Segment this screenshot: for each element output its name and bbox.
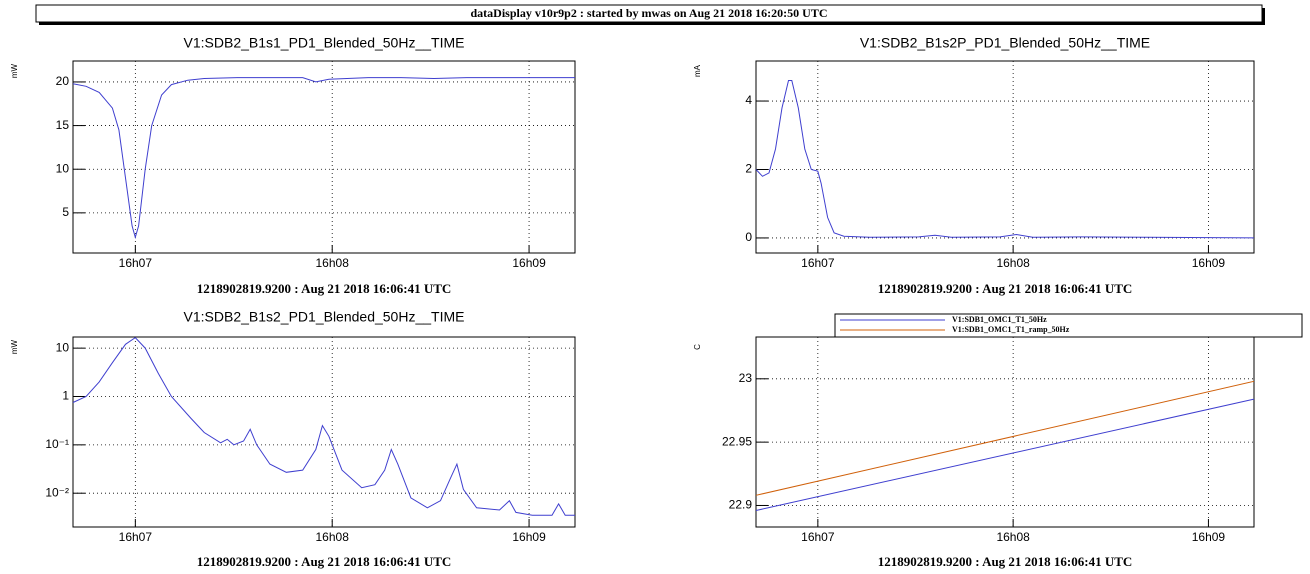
- y-tick-label: 10: [56, 340, 70, 354]
- header-box: [35, 4, 1263, 23]
- chart-title: V1:SDB2_B1s2P_PD1_Blended_50Hz__TIME: [860, 35, 1150, 51]
- x-tick-label: 16h07: [801, 530, 835, 544]
- y-tick-label: 4: [745, 93, 752, 107]
- y-tick-label: 1: [62, 389, 69, 403]
- plot-frame: [72, 336, 576, 528]
- series-line: [72, 336, 575, 516]
- legend-box: [834, 313, 1303, 338]
- x-tick-label: 16h09: [1192, 530, 1226, 544]
- series-line: [755, 80, 1255, 239]
- y-axis-label: mA: [693, 64, 702, 77]
- y-tick-label: 22.9: [729, 498, 753, 512]
- y-tick-label: 20: [56, 74, 70, 88]
- y-tick-label: 0: [745, 230, 752, 244]
- x-tick-label: 16h08: [316, 256, 350, 270]
- y-tick-label: 22.95: [722, 434, 752, 448]
- x-axis-label: 1218902819.9200 : Aug 21 2018 16:06:41 U…: [878, 554, 1133, 569]
- legend-label: V1:SDB1_OMC1_T1_ramp_50Hz: [952, 325, 1070, 334]
- x-tick-label: 16h07: [119, 530, 153, 544]
- x-tick-label: 16h07: [119, 256, 153, 270]
- series-line: [755, 380, 1255, 496]
- x-axis-label: 1218902819.9200 : Aug 21 2018 16:06:41 U…: [878, 281, 1133, 296]
- legend-label: V1:SDB1_OMC1_T1_50Hz: [952, 315, 1047, 324]
- y-tick-label: 10: [56, 161, 70, 175]
- x-tick-label: 16h08: [316, 530, 350, 544]
- y-tick-label: 15: [56, 118, 70, 132]
- y-axis-label: mW: [10, 339, 19, 354]
- chart-title: V1:SDB2_B1s1_PD1_Blended_50Hz__TIME: [184, 35, 465, 51]
- y-axis-label: mW: [10, 63, 19, 78]
- x-tick-label: 16h09: [512, 256, 546, 270]
- y-tick-label: 10⁻¹: [45, 437, 69, 451]
- y-tick-label: 2: [745, 162, 752, 176]
- x-tick-label: 16h08: [996, 256, 1030, 270]
- plot-frame: [755, 336, 1255, 528]
- x-tick-label: 16h07: [801, 256, 835, 270]
- x-tick-label: 16h09: [1192, 256, 1226, 270]
- chart-title: V1:SDB2_B1s2_PD1_Blended_50Hz__TIME: [184, 309, 465, 325]
- y-tick-label: 5: [62, 205, 69, 219]
- x-tick-label: 16h09: [512, 530, 546, 544]
- x-axis-label: 1218902819.9200 : Aug 21 2018 16:06:41 U…: [197, 281, 452, 296]
- y-axis-label: C: [693, 344, 702, 350]
- series-line: [755, 398, 1255, 511]
- x-axis-label: 1218902819.9200 : Aug 21 2018 16:06:41 U…: [197, 554, 452, 569]
- x-tick-label: 16h08: [996, 530, 1030, 544]
- plot-frame: [755, 60, 1255, 254]
- y-tick-label: 23: [739, 371, 753, 385]
- plot-frame: [72, 60, 576, 254]
- y-tick-label: 10⁻²: [45, 485, 69, 499]
- header-text: dataDisplay v10r9p2 : started by mwas on…: [470, 6, 827, 20]
- series-line: [72, 77, 575, 240]
